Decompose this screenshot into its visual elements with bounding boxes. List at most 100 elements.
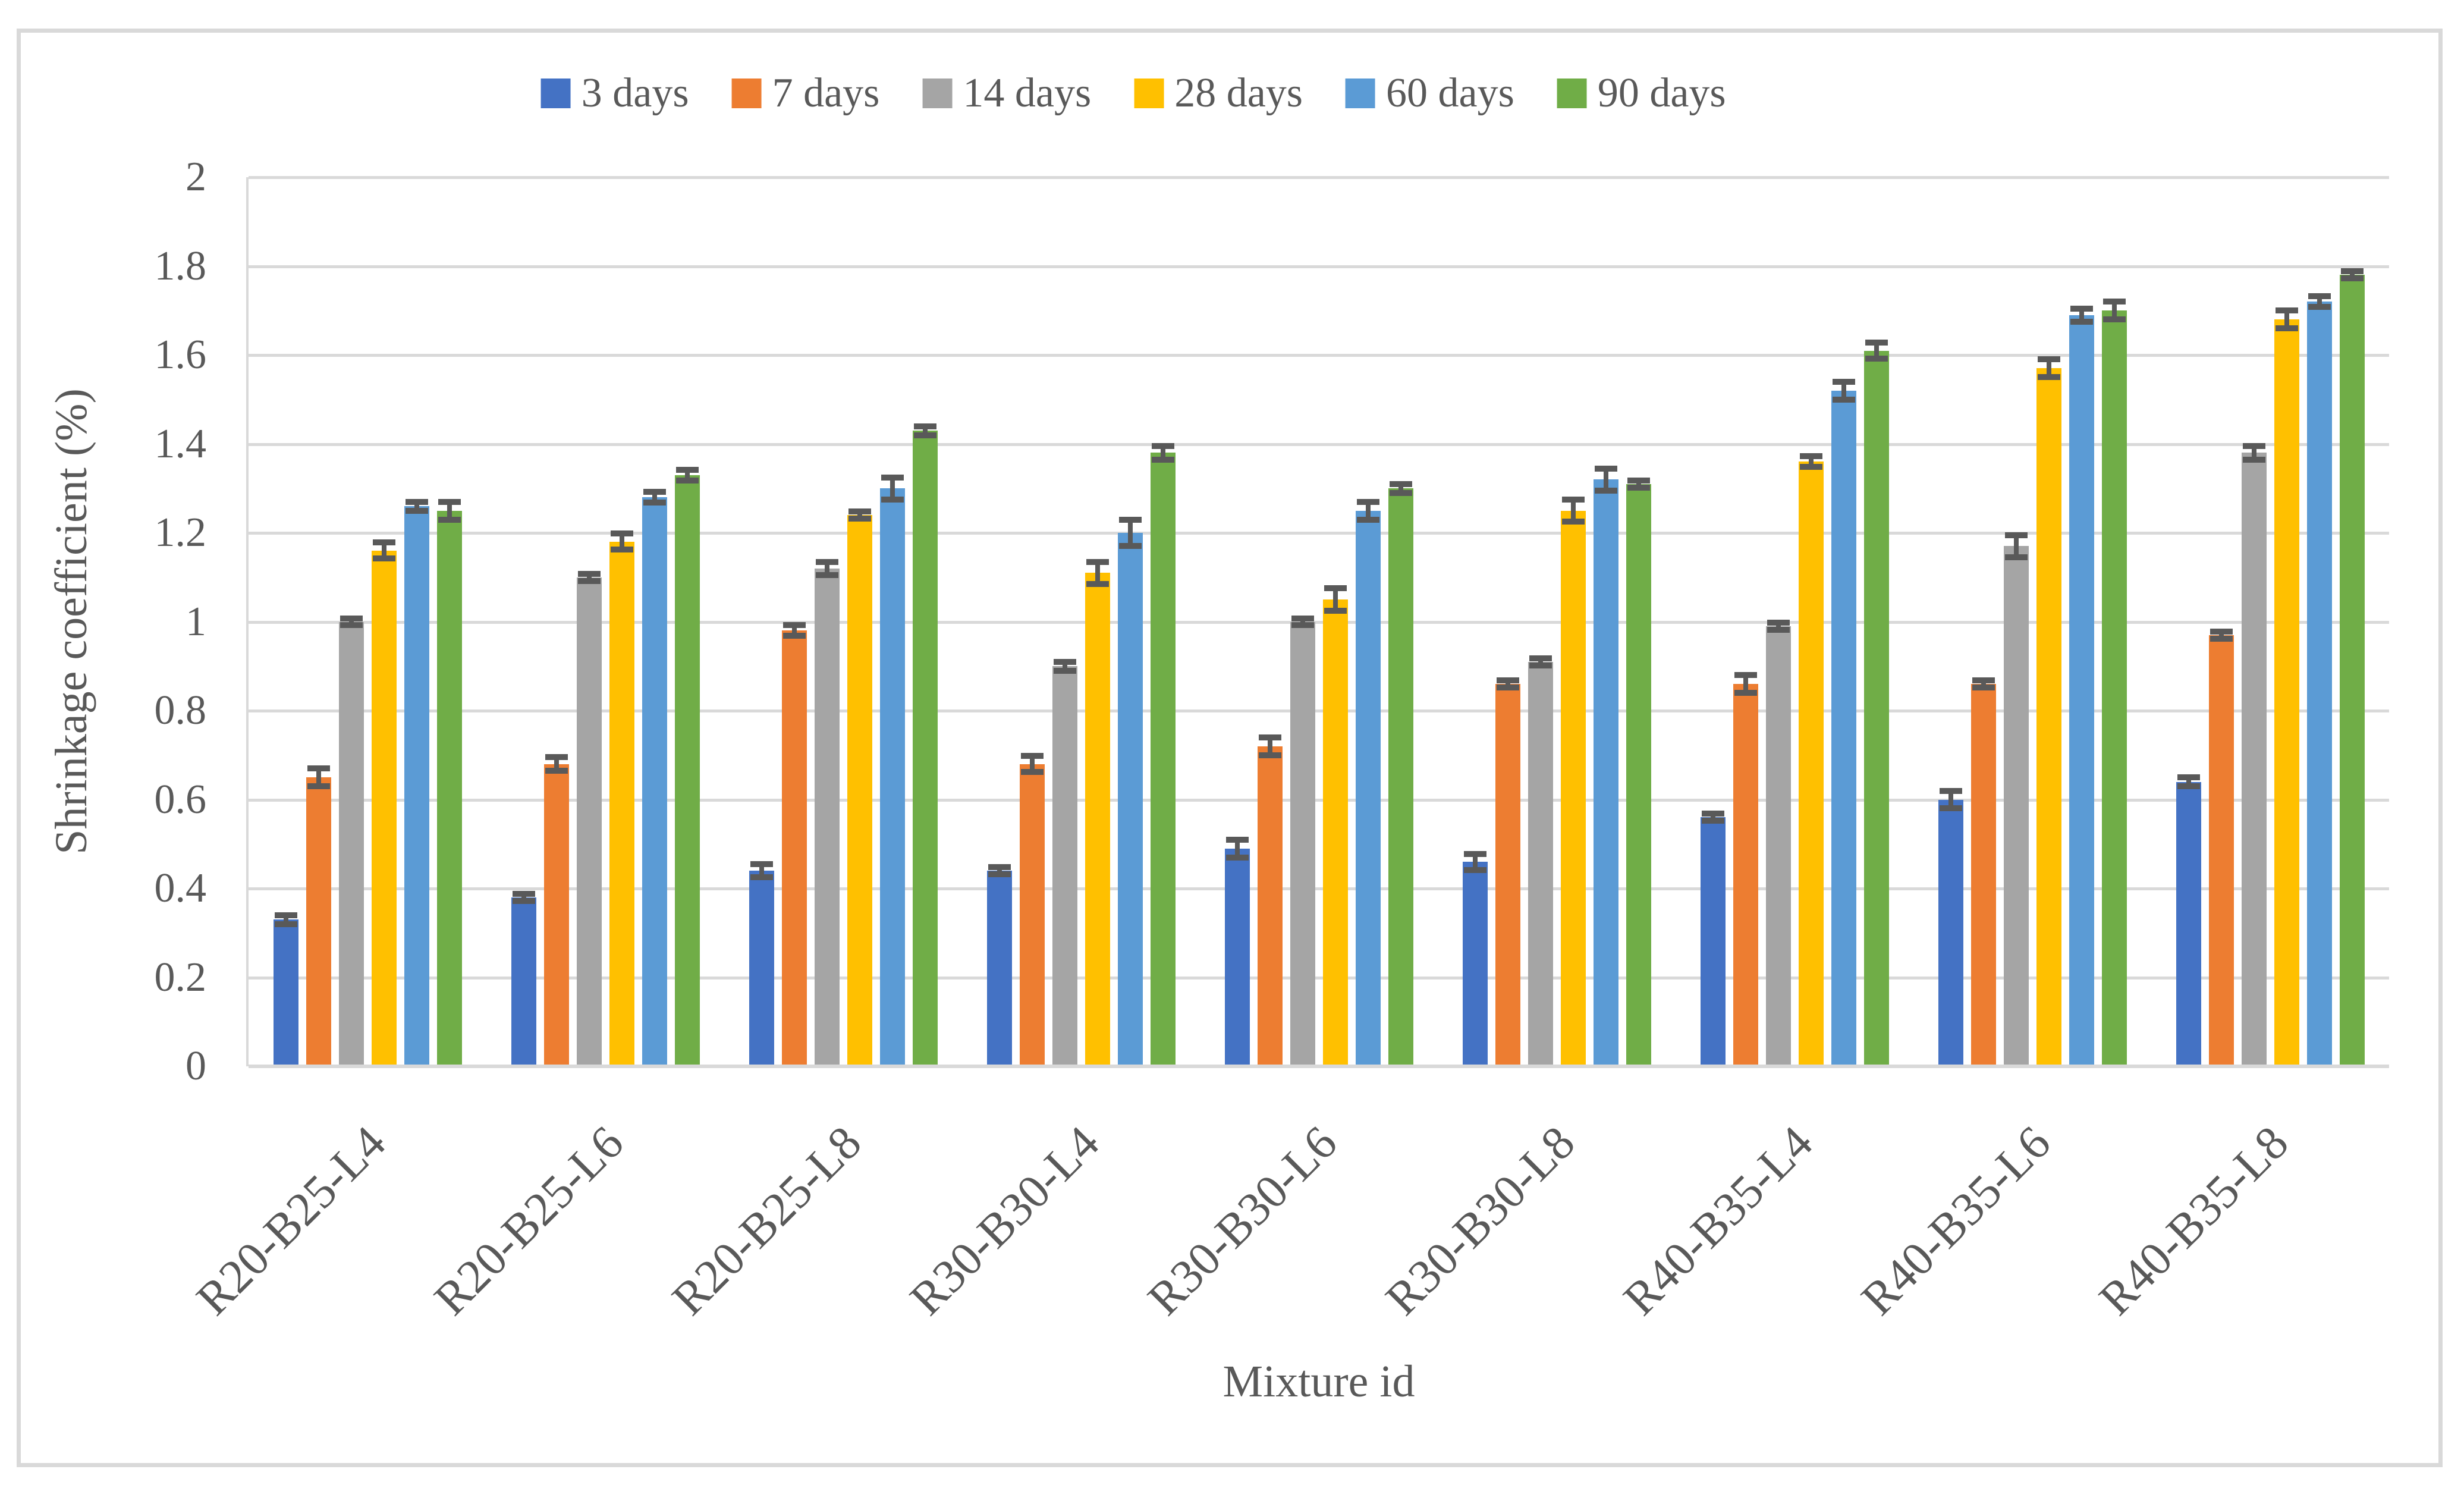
y-tick-label: 1.6 (154, 332, 207, 378)
bar (986, 871, 1012, 1066)
bar (1970, 684, 1996, 1066)
gridline (249, 798, 2389, 802)
error-bar (857, 511, 862, 519)
error-bar-cap (2037, 374, 2060, 381)
gridline (249, 354, 2389, 357)
error-bar-cap (1734, 672, 1757, 679)
error-bar (1948, 790, 1953, 809)
error-bar (1267, 737, 1272, 755)
legend-item: 7 days (731, 70, 880, 116)
error-bar-cap (2070, 305, 2093, 312)
error-bar (447, 501, 452, 520)
bar (1733, 684, 1758, 1066)
error-bar-cap (1832, 378, 1855, 385)
error-bar-cap (1356, 516, 1379, 523)
bar (2036, 368, 2061, 1066)
error-bar-cap (1972, 685, 1995, 691)
error-bar (2079, 308, 2084, 322)
bar (338, 621, 364, 1066)
x-category-label: R40-B35-L8 (2089, 1116, 2299, 1326)
error-bar-cap (1291, 615, 1314, 621)
error-bar-cap (1799, 464, 1822, 470)
error-bar-cap (2102, 299, 2126, 305)
bar (609, 541, 634, 1066)
y-tick-label: 1.4 (154, 420, 207, 467)
legend-item: 3 days (540, 73, 689, 114)
bar (2241, 453, 2267, 1066)
bar (879, 488, 905, 1066)
error-bar-cap (643, 500, 666, 506)
y-tick-label: 0.4 (154, 865, 207, 911)
error-bar-cap (1627, 484, 1650, 491)
error-bar-cap (512, 897, 535, 904)
error-bar-cap (274, 912, 297, 918)
bar (847, 515, 872, 1066)
error-bar (652, 492, 657, 503)
error-bar-cap (1799, 453, 1822, 460)
bar (2176, 781, 2201, 1066)
legend-label: 60 days (1386, 70, 1514, 116)
bar (576, 577, 602, 1066)
error-bar-cap (1496, 677, 1519, 684)
error-bar-cap (2004, 532, 2028, 538)
y-tick-label: 2 (186, 154, 206, 200)
bar (1798, 461, 1824, 1066)
error-bar (1841, 381, 1846, 400)
y-tick-label: 0 (186, 1043, 206, 1089)
error-bar-cap (577, 577, 601, 584)
error-bar-cap (643, 489, 666, 495)
error-bar (1874, 343, 1879, 359)
error-bar-cap (545, 754, 568, 761)
error-bar-cap (577, 570, 601, 577)
error-bar-cap (307, 765, 330, 772)
error-bar-cap (782, 633, 806, 639)
error-bar (1160, 446, 1165, 460)
legend-item: 28 days (1134, 73, 1303, 114)
error-bar-cap (1767, 619, 1790, 626)
bar (1831, 390, 1856, 1066)
error-bar (791, 625, 797, 636)
error-bar (1603, 468, 1608, 491)
error-bar (586, 573, 592, 581)
error-bar-cap (307, 783, 330, 790)
legend-swatch-icon (540, 79, 571, 108)
error-bar-cap (750, 874, 773, 881)
x-category-label: R20-B25-L8 (662, 1116, 872, 1326)
error-bar-cap (815, 572, 838, 578)
bar (1528, 661, 1553, 1066)
error-bar-cap (438, 498, 461, 505)
error-bar (890, 477, 895, 500)
legend-label: 90 days (1597, 70, 1726, 116)
error-bar-cap (1086, 558, 1109, 565)
error-bar (2349, 271, 2355, 279)
bar (674, 475, 700, 1066)
error-bar-cap (1053, 667, 1076, 674)
error-bar-cap (1767, 626, 1790, 633)
legend-label: 7 days (772, 70, 880, 116)
error-bar-cap (881, 496, 904, 503)
bar (404, 506, 429, 1066)
bar (1224, 848, 1250, 1066)
legend-label: 14 days (963, 70, 1092, 116)
error-bar-cap (750, 861, 773, 867)
gridline (249, 532, 2389, 535)
bar (2274, 319, 2299, 1066)
error-bar (1332, 588, 1338, 611)
error-bar-cap (2275, 325, 2298, 332)
x-axis-title: Mixture id (1222, 1357, 1415, 1406)
error-bar (1234, 839, 1240, 858)
error-bar-cap (1463, 866, 1486, 873)
error-bar (1743, 675, 1748, 693)
error-bar-cap (1865, 355, 1888, 362)
error-bar (824, 561, 829, 575)
error-bar-cap (913, 432, 936, 438)
error-bar (1981, 680, 1986, 688)
gridline (249, 976, 2389, 979)
error-bar-cap (1020, 753, 1044, 759)
y-tick-label: 0.2 (154, 954, 207, 1000)
error-bar (1775, 622, 1781, 630)
error-bar (1570, 499, 1576, 522)
bar (1085, 573, 1110, 1066)
error-bar-cap (1258, 752, 1281, 758)
error-bar-cap (372, 539, 395, 546)
